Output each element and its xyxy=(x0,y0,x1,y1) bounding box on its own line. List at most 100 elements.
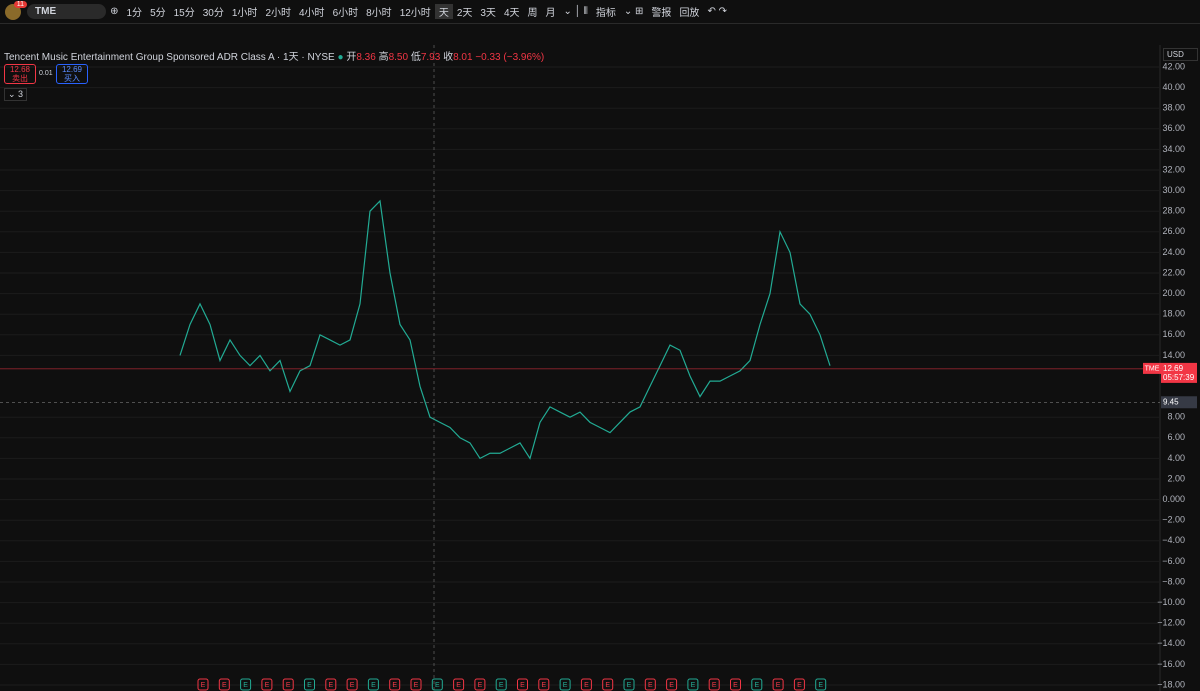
interval[interactable]: 周 xyxy=(527,8,538,19)
earnings-box xyxy=(218,678,230,691)
y-tick-label: 22.00 xyxy=(1162,267,1185,277)
currency[interactable]: USD xyxy=(1163,48,1198,61)
y-tick-label: 28.00 xyxy=(1162,206,1185,216)
indicators[interactable]: 指标 xyxy=(595,8,616,19)
earnings-marker: E xyxy=(371,682,376,689)
earnings-marker: E xyxy=(328,682,333,689)
earnings-marker: E xyxy=(648,682,653,689)
interval[interactable]: 6小时 xyxy=(332,8,359,19)
interval[interactable]: 月 xyxy=(545,8,556,19)
low: 7.93 xyxy=(420,52,441,63)
earnings-box xyxy=(708,678,720,691)
earnings-box xyxy=(517,678,528,691)
interval[interactable]: 天 xyxy=(434,4,453,19)
interval[interactable]: 12小时 xyxy=(399,8,431,19)
y-tick-label: 18.00 xyxy=(1162,309,1185,319)
h: 高 xyxy=(378,52,389,63)
badge: 11 xyxy=(13,0,27,8)
interval[interactable]: 4天 xyxy=(503,8,520,19)
symbol-tag xyxy=(1143,362,1161,374)
earnings-box xyxy=(474,678,486,691)
earnings-marker: E xyxy=(754,682,759,689)
interval[interactable]: 1小时 xyxy=(231,8,258,19)
buy-button[interactable]: 12.69 买入 xyxy=(56,64,88,84)
interval[interactable]: 2小时 xyxy=(265,8,291,19)
interval[interactable]: 15分 xyxy=(173,8,195,19)
earnings-marker: E xyxy=(499,682,504,689)
earnings-box xyxy=(261,678,273,691)
earnings-marker: E xyxy=(392,682,397,689)
y-tick-label: −16.00 xyxy=(1157,659,1185,669)
y-tick-label: 0.000 xyxy=(1162,494,1185,504)
y-tick-label: 36.00 xyxy=(1162,123,1185,133)
change: −0.33 (−3.96%) xyxy=(475,52,545,63)
undo[interactable]: ↶ ↷ xyxy=(707,6,727,17)
earnings-box xyxy=(367,678,379,691)
crosshair-label: 9.45 xyxy=(1163,397,1179,406)
collapse-count: 3 xyxy=(18,89,24,99)
y-tick-label: 32.00 xyxy=(1162,164,1185,174)
buy-label: 买入 xyxy=(64,74,80,83)
c: 收 xyxy=(443,52,454,63)
earnings-marker: E xyxy=(797,682,802,689)
o: 开 xyxy=(346,52,357,63)
earnings-box xyxy=(346,678,358,691)
interval[interactable]: 2天 xyxy=(456,8,473,19)
earnings-box xyxy=(410,678,422,691)
earnings-marker: E xyxy=(456,682,461,689)
earnings-box xyxy=(623,678,635,691)
earnings-marker: E xyxy=(818,682,823,689)
replay[interactable]: 回放 xyxy=(679,8,700,19)
earnings-box xyxy=(389,678,401,691)
earnings-box xyxy=(197,678,209,691)
collapse[interactable]: ⌄ 3 xyxy=(4,88,28,101)
alerts[interactable]: 警报 xyxy=(651,8,672,19)
y-tick-label: 8.00 xyxy=(1167,412,1185,422)
y-tick-label: 42.00 xyxy=(1162,61,1185,71)
sell-button[interactable]: 12.68 卖出 xyxy=(4,64,36,84)
y-tick-label: 38.00 xyxy=(1162,103,1185,113)
earnings-box xyxy=(304,678,315,691)
interval[interactable]: 1分 xyxy=(126,8,143,19)
crosshair-tag xyxy=(1161,396,1197,409)
interval[interactable]: 8小时 xyxy=(366,8,392,19)
y-tick-label: 26.00 xyxy=(1162,226,1185,236)
earnings-marker: E xyxy=(584,682,589,689)
y-tick-label: 6.00 xyxy=(1167,432,1185,442)
high: 8.50 xyxy=(388,52,409,63)
earnings-marker: E xyxy=(627,682,632,689)
buy: 12.69 xyxy=(61,65,83,74)
y-tick-label: 4.00 xyxy=(1167,453,1185,463)
earnings-marker: E xyxy=(286,682,291,689)
interval[interactable]: 5分 xyxy=(150,8,166,19)
open: 8.36 xyxy=(356,52,376,63)
interval[interactable]: 4小时 xyxy=(299,8,325,19)
earnings-box xyxy=(453,678,465,691)
earnings-marker: E xyxy=(350,682,355,689)
earnings-box xyxy=(559,678,571,691)
y-tick-label: 16.00 xyxy=(1162,329,1185,339)
price-tag xyxy=(1161,362,1197,383)
earnings-marker: E xyxy=(414,682,419,689)
earnings-box xyxy=(325,678,337,691)
add[interactable]: ⊕ xyxy=(110,6,119,17)
dot: ● xyxy=(337,52,344,63)
earnings-marker: E xyxy=(478,682,483,689)
interval[interactable]: 30分 xyxy=(202,8,224,19)
earnings-marker: E xyxy=(243,682,248,689)
earnings-marker: E xyxy=(265,682,270,689)
earnings-box xyxy=(580,678,592,691)
layout[interactable]: ⌄ ⊞ xyxy=(623,6,644,17)
earnings-box xyxy=(240,678,252,691)
avatar[interactable]: 11 xyxy=(5,0,27,20)
price-line xyxy=(179,199,831,460)
symbol-search[interactable]: TME xyxy=(27,4,107,19)
interval[interactable]: 3天 xyxy=(480,8,496,19)
earnings-box xyxy=(815,678,827,691)
spread: 0.01 xyxy=(39,70,53,77)
y-tick-label: −8.00 xyxy=(1162,576,1185,586)
toolbar: 11 TME ⊕ 1分 5分 15分 30分 1小时 2小时 4小时 6小时 8小时 12小时天 2… xyxy=(0,0,1200,24)
y-tick-label: −4.00 xyxy=(1162,535,1185,545)
earnings-marker: E xyxy=(691,682,696,689)
countdown: 05:57:39 xyxy=(1163,373,1195,382)
